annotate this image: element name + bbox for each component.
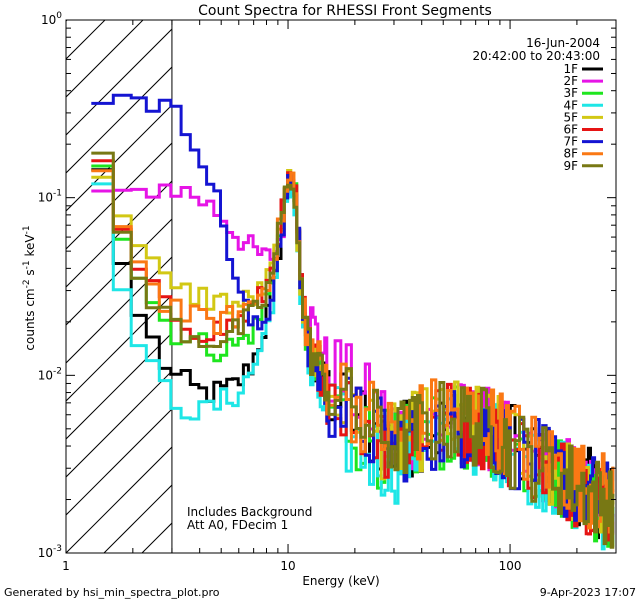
hatch-line: [66, 20, 106, 60]
time-range-label: 20:42:00 to 20:43:00: [473, 49, 600, 63]
legend-label: 3F: [563, 86, 578, 100]
y-tick-label: 10-3: [38, 544, 62, 560]
x-tick-label: 10: [280, 559, 295, 573]
y-tick-label: 10-2: [38, 366, 62, 382]
y-axis-label: counts cm-2 s-1 keV-1: [22, 225, 37, 350]
y-tick-label: 10-1: [38, 189, 62, 205]
legend-label: 6F: [563, 123, 578, 137]
x-tick-label: 1: [62, 559, 70, 573]
footer-generated-by: Generated by hsi_min_spectra_plot.pro: [4, 586, 220, 599]
y-tick-label: 100: [41, 11, 62, 27]
series-9F: [91, 151, 615, 549]
annotation-line-2: Att A0, FDecim 1: [187, 518, 288, 532]
date-label: 16-Jun-2004: [526, 36, 600, 50]
hatch-line: [66, 66, 172, 174]
x-axis-label: Energy (keV): [302, 574, 379, 588]
legend-label: 4F: [563, 98, 578, 112]
hatch-line: [66, 218, 172, 326]
legend-label: 9F: [563, 159, 578, 173]
legend-label: 5F: [563, 110, 578, 124]
hatch-line: [66, 370, 172, 478]
plot-frame: [65, 19, 617, 554]
x-tick-labels: 1 10 100: [62, 559, 521, 573]
annotation-line-1: Includes Background: [187, 505, 312, 519]
hatch-line: [636, 20, 640, 553]
legend-label: 8F: [563, 147, 578, 161]
hatch-line: [66, 446, 172, 553]
legend-label: 7F: [563, 135, 578, 149]
hatch-line: [66, 20, 68, 22]
hatch-line: [66, 408, 172, 516]
hatch-line: [66, 104, 172, 212]
legend-label: 2F: [563, 74, 578, 88]
hatch-line: [66, 28, 172, 136]
legend-label: 1F: [563, 62, 578, 76]
hatch-line: [66, 256, 172, 364]
axis-ticks: [65, 20, 617, 554]
chart-title: Count Spectra for RHESSI Front Segments: [198, 3, 492, 19]
footer-timestamp: 9-Apr-2023 17:07: [540, 586, 636, 599]
y-tick-labels: 100 10-1 10-2 10-3: [38, 11, 63, 560]
x-tick-label: 100: [499, 559, 522, 573]
series-layer: [91, 93, 615, 551]
